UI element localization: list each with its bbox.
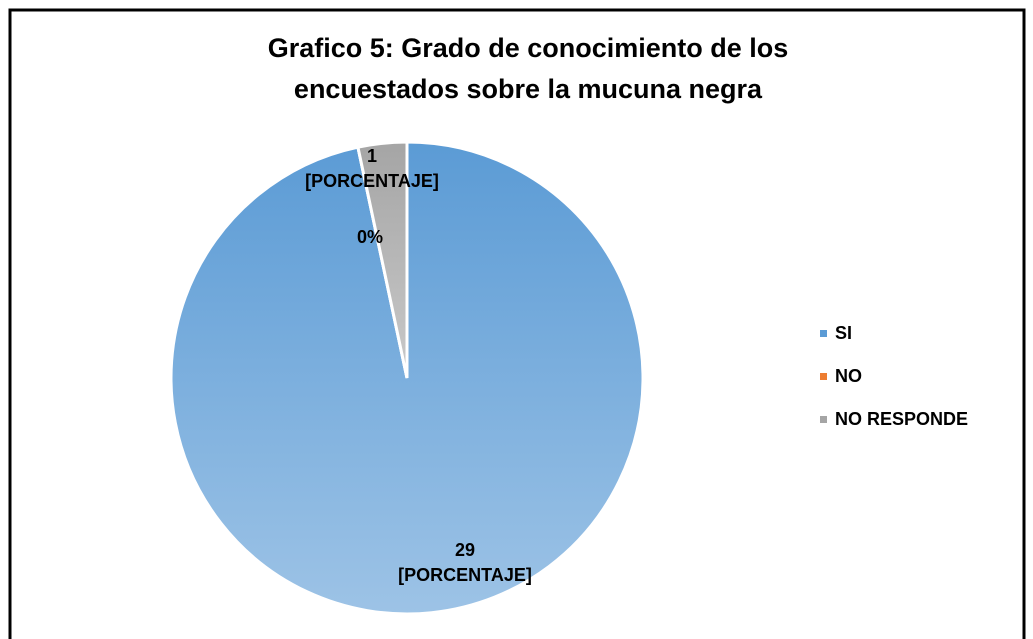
data-label: 29 [PORCENTAJE]: [398, 540, 532, 585]
legend-swatch: [820, 416, 827, 423]
legend-swatch: [820, 373, 827, 380]
legend-label: NO: [835, 366, 862, 386]
legend-label: NO RESPONDE: [835, 409, 968, 429]
chart-title: Grafico 5: Grado de conocimiento de los e…: [268, 33, 789, 104]
legend-label: SI: [835, 323, 852, 343]
pie-slice: [356, 140, 409, 379]
data-label: 1 [PORCENTAJE]: [305, 146, 439, 191]
legend-swatch: [820, 330, 827, 337]
data-label: 0%: [357, 227, 383, 247]
